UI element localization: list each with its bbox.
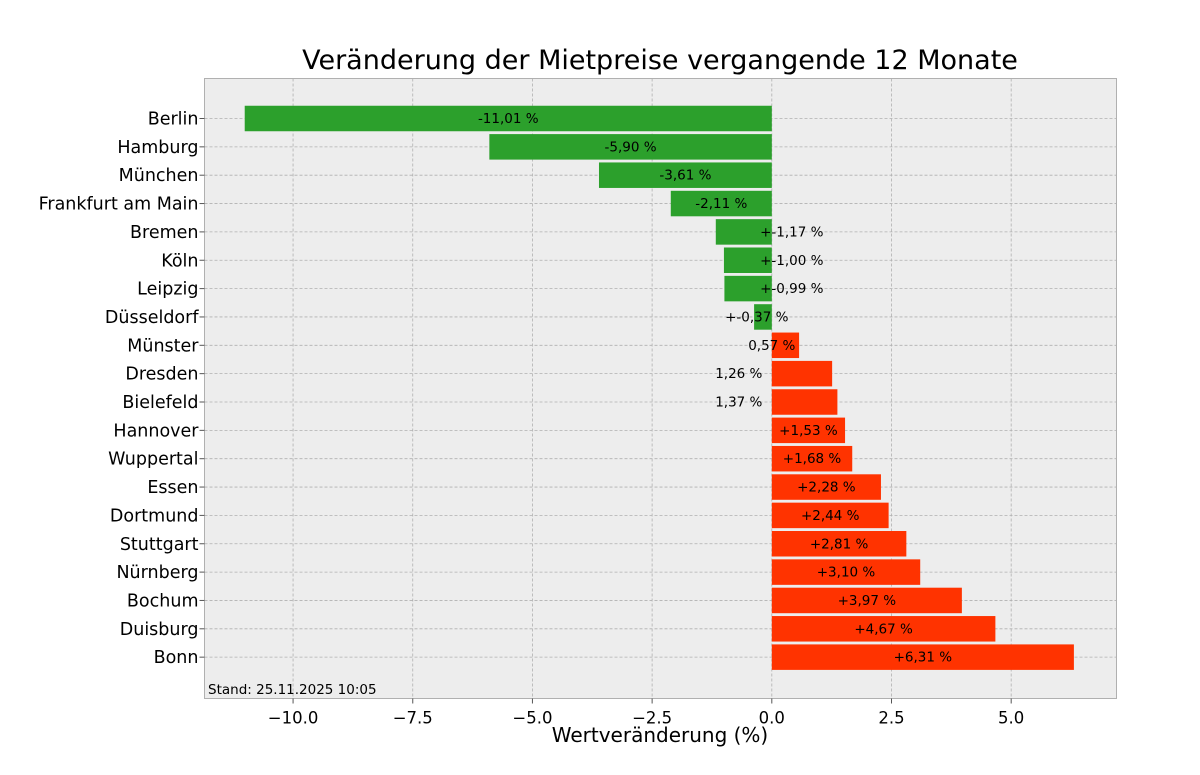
bar xyxy=(723,247,772,273)
bar xyxy=(715,219,772,245)
x-tick-label: −2.5 xyxy=(632,709,672,728)
data-label: -11,01 % xyxy=(478,111,539,127)
category-label: Stuttgart xyxy=(120,535,199,555)
bar xyxy=(771,332,800,359)
bar xyxy=(771,502,889,529)
data-label: +-0,99 % xyxy=(760,281,824,297)
data-label: +4,67 % xyxy=(854,621,913,637)
category-label: Düsseldorf xyxy=(105,308,199,328)
bar xyxy=(244,105,772,132)
data-label: -2,11 % xyxy=(695,196,747,212)
bar xyxy=(771,417,846,444)
data-labels: -11,01 % -5,90 %-3,61 % -2,11 % +-1,17 % +-1… xyxy=(478,111,952,666)
category-label: Hannover xyxy=(113,421,199,441)
category-label: Münster xyxy=(127,336,199,356)
y-axis: Berlin Hamburg München Frankfurt am Main Bre… xyxy=(39,110,205,668)
bar xyxy=(771,616,996,642)
x-axis-label: Wertveränderung (%) xyxy=(552,723,769,747)
bar xyxy=(724,275,772,302)
bar xyxy=(771,360,833,387)
x-axis: −10.0 −7.5 −5.0 −2.5 0.0 2.5 5.0 xyxy=(268,698,1024,728)
timestamp-annotation: Stand: 25.11.2025 10:05 xyxy=(208,682,377,698)
data-label: +3,10 % xyxy=(817,565,876,581)
data-label: +1,53 % xyxy=(779,423,838,439)
bars xyxy=(244,105,1074,670)
category-label: Essen xyxy=(147,478,198,498)
bar xyxy=(771,644,1074,670)
bar xyxy=(598,162,772,188)
data-label: +2,44 % xyxy=(801,508,860,524)
bar xyxy=(771,559,921,585)
category-label: Nürnberg xyxy=(116,563,198,583)
x-tick-label: 5.0 xyxy=(998,709,1024,728)
chart-title: Veränderung der Mietpreise vergangende 1… xyxy=(302,45,1018,76)
data-label: 1,37 % xyxy=(715,395,762,411)
bar xyxy=(489,134,772,160)
data-label: 1,26 % xyxy=(715,366,762,382)
bar xyxy=(771,531,907,557)
category-label: Dortmund xyxy=(110,506,199,526)
category-label: Frankfurt am Main xyxy=(39,195,199,215)
category-label: Köln xyxy=(161,251,198,271)
bar xyxy=(771,389,838,415)
data-label: +6,31 % xyxy=(894,650,953,666)
category-label: München xyxy=(119,166,199,186)
category-label: Bielefeld xyxy=(122,393,198,413)
category-label: Dresden xyxy=(125,365,198,385)
category-label: Hamburg xyxy=(117,138,198,158)
category-label: Bremen xyxy=(130,223,199,243)
data-label: +3,97 % xyxy=(838,593,897,609)
data-label: +-0,37 % xyxy=(725,309,789,325)
category-label: Leipzig xyxy=(137,280,198,300)
x-tick-label: −10.0 xyxy=(268,709,319,728)
category-label: Bochum xyxy=(127,591,199,611)
bar xyxy=(771,445,853,472)
category-label: Duisburg xyxy=(120,620,199,640)
x-tick-label: −7.5 xyxy=(393,709,433,728)
bar xyxy=(754,304,772,330)
data-label: 0,57 % xyxy=(748,338,795,354)
data-label: +2,81 % xyxy=(810,536,869,552)
data-label: +-1,17 % xyxy=(760,224,824,240)
x-tick-label: 2.5 xyxy=(878,709,904,728)
category-label: Bonn xyxy=(154,648,199,668)
x-tick-label: −5.0 xyxy=(512,709,552,728)
x-tick-label: 0.0 xyxy=(759,709,785,728)
data-label: -5,90 % xyxy=(605,139,657,155)
data-label: +-1,00 % xyxy=(760,253,824,269)
data-label: +1,68 % xyxy=(783,451,842,467)
bar xyxy=(771,474,881,500)
data-label: -3,61 % xyxy=(659,168,711,184)
bar xyxy=(771,587,962,614)
bar xyxy=(670,190,772,217)
category-label: Wuppertal xyxy=(108,450,198,470)
category-label: Berlin xyxy=(148,110,199,130)
data-label: +2,28 % xyxy=(797,480,856,496)
